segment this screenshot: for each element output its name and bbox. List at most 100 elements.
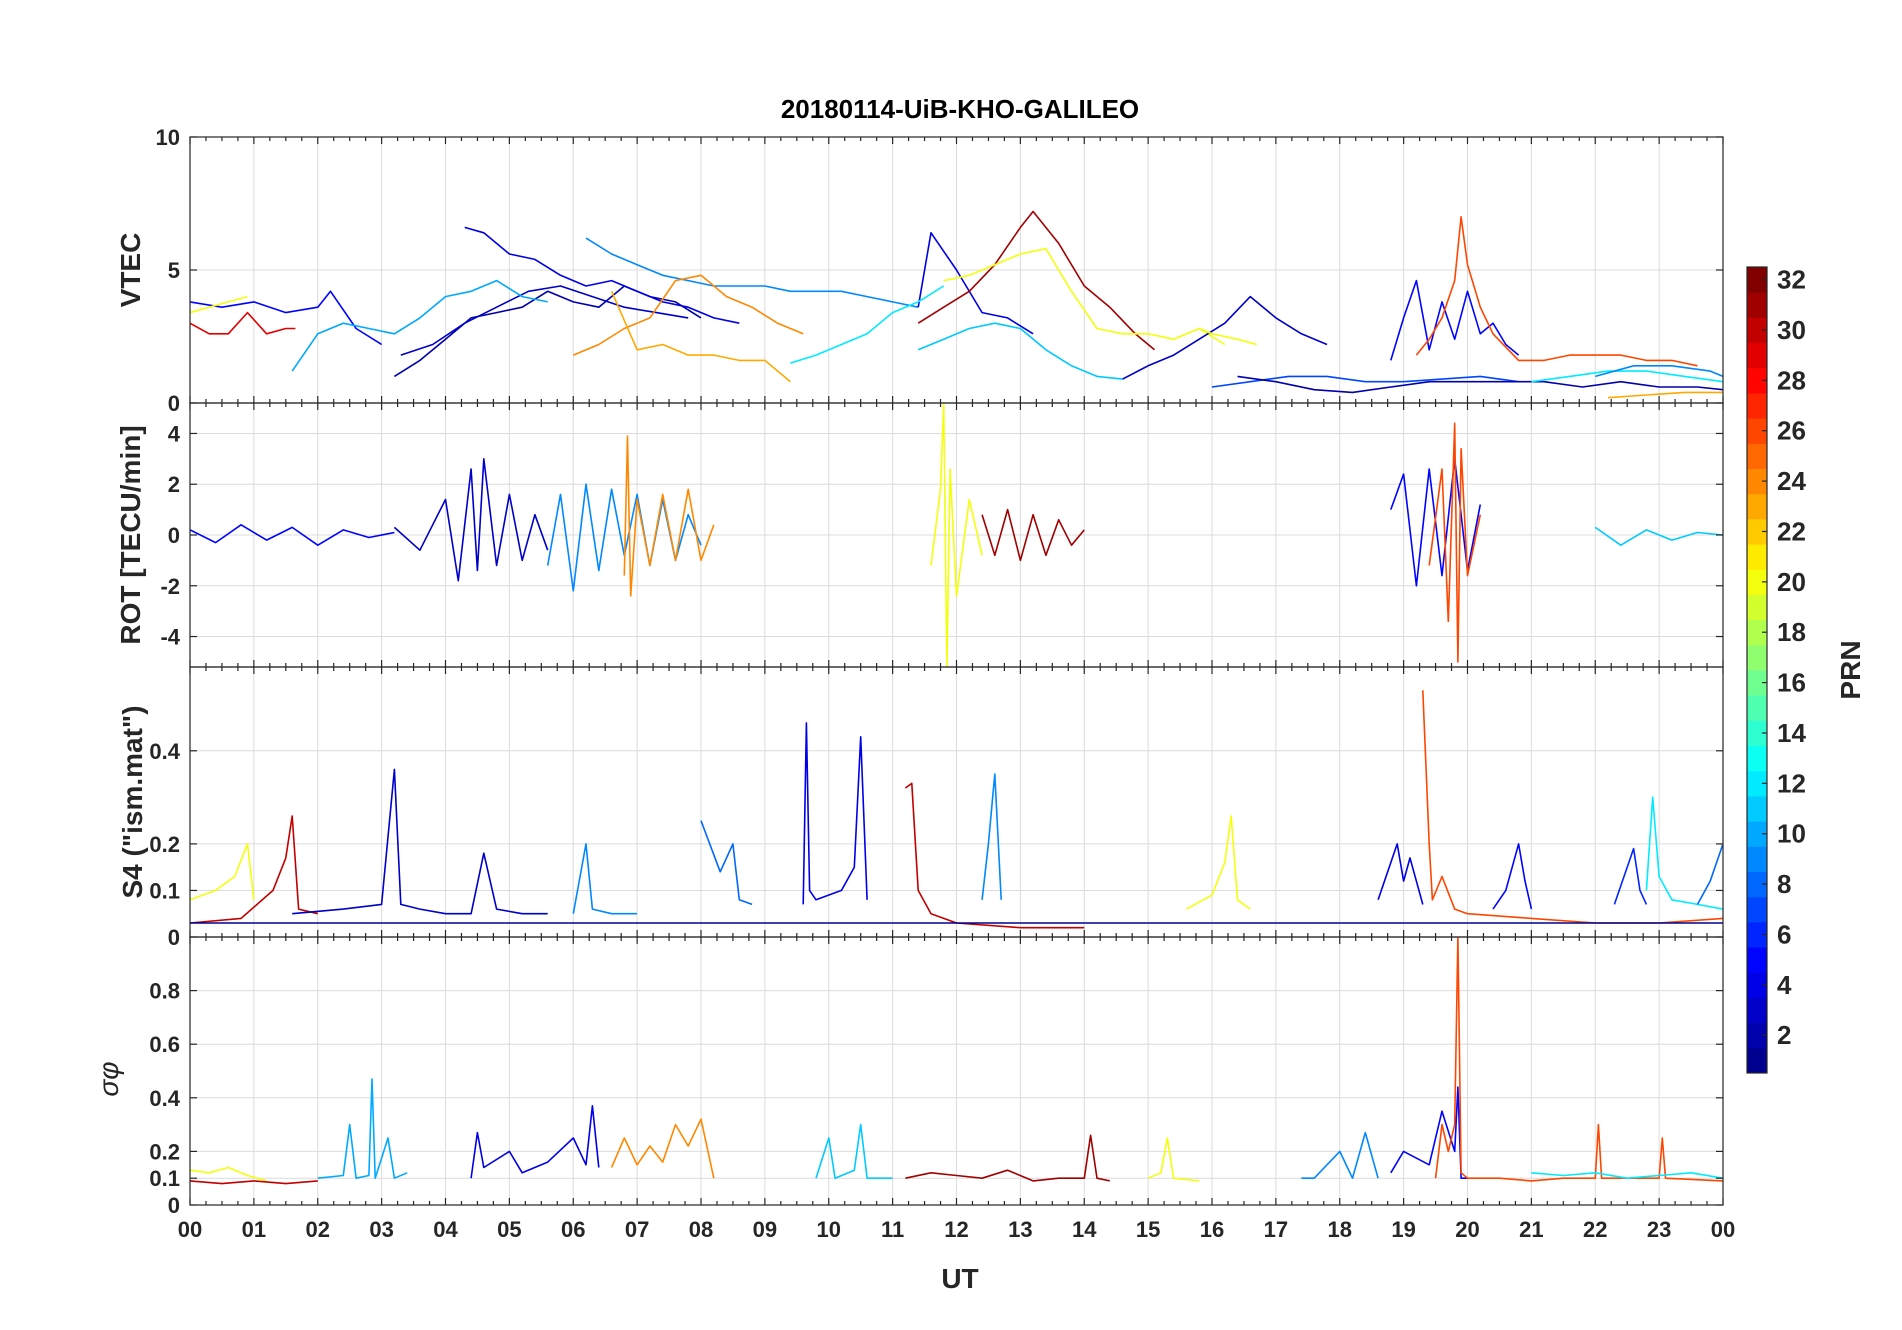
colorbar-band xyxy=(1747,594,1767,621)
series-line-prn-23 xyxy=(610,290,791,383)
x-tick-label: 18 xyxy=(1328,1217,1352,1242)
colorbar-tick-label: 12 xyxy=(1777,768,1806,798)
series-line-prn-29 xyxy=(190,311,296,335)
colorbar-band xyxy=(1747,846,1767,872)
x-tick-label: 07 xyxy=(625,1217,649,1242)
y-axis-title: σφ xyxy=(93,1061,124,1096)
series-line-prn-10 xyxy=(317,1078,408,1179)
y-axis-title: ROT [TECU/min] xyxy=(115,425,146,644)
y-tick-label: 0.1 xyxy=(149,1166,180,1191)
colorbar-band xyxy=(1747,821,1767,847)
series-line-prn-4 xyxy=(470,1105,600,1179)
x-tick-label: 20 xyxy=(1455,1217,1479,1242)
y-tick-label: 10 xyxy=(156,125,180,150)
series-line-prn-12 xyxy=(1645,796,1723,910)
x-tick-label: 11 xyxy=(881,1217,904,1242)
series-line-prn-31 xyxy=(917,210,1156,351)
y-axis-title: VTEC xyxy=(115,233,146,308)
series-line-prn-6 xyxy=(1613,847,1648,905)
colorbar-band xyxy=(1747,871,1767,898)
series-line-prn-12 xyxy=(1531,370,1723,383)
colorbar-band xyxy=(1747,770,1767,797)
colorbar-band xyxy=(1747,644,1767,671)
x-tick-label: 08 xyxy=(689,1217,713,1242)
series-line-prn-5 xyxy=(1390,279,1520,361)
y-tick-label: 0.2 xyxy=(149,832,180,857)
colorbar-band xyxy=(1747,670,1767,696)
colorbar-tick-label: 28 xyxy=(1777,365,1806,395)
series-line-prn-9 xyxy=(1595,365,1723,378)
colorbar-tick-label: 30 xyxy=(1777,315,1806,345)
x-tick-label: 22 xyxy=(1583,1217,1607,1242)
colorbar-band xyxy=(1747,619,1767,646)
colorbar-tick-label: 4 xyxy=(1777,970,1792,1000)
colorbar-band xyxy=(1747,997,1767,1024)
x-axis-title: UT xyxy=(941,1263,978,1294)
series-line-prn-3 xyxy=(1122,295,1328,380)
y-tick-label: 0.1 xyxy=(149,878,180,903)
series-line-prn-20 xyxy=(1147,1137,1200,1182)
x-tick-label: 16 xyxy=(1200,1217,1224,1242)
colorbar-tick-label: 8 xyxy=(1777,869,1791,899)
colorbar-band xyxy=(1747,292,1767,318)
colorbar-tick-label: 2 xyxy=(1777,1020,1791,1050)
y-tick-label: 0.8 xyxy=(149,979,180,1004)
colorbar-band xyxy=(1747,544,1767,570)
series-line-prn-11 xyxy=(1594,526,1723,546)
colorbar-band xyxy=(1747,720,1767,747)
panel-s4: 0 0.1 0.2 0.4S4 ("ism.mat") xyxy=(117,666,1724,950)
x-tick-label: 04 xyxy=(433,1217,458,1242)
series-line-prn-5 xyxy=(190,524,395,546)
series-line-prn-20 xyxy=(190,295,248,314)
x-tick-label: 17 xyxy=(1264,1217,1288,1242)
series-group xyxy=(190,210,1723,399)
series-line-prn-12 xyxy=(790,285,945,364)
y-tick-label: 5 xyxy=(168,258,180,283)
series-line-prn-10 xyxy=(291,279,548,372)
x-tick-label: 06 xyxy=(561,1217,585,1242)
series-line-prn-8 xyxy=(1696,843,1723,905)
series-line-prn-4 xyxy=(464,226,740,324)
x-tick-label: 03 xyxy=(369,1217,393,1242)
colorbar-band xyxy=(1747,392,1767,419)
y-axis-title: S4 ("ism.mat") xyxy=(117,705,148,898)
colorbar-band xyxy=(1747,745,1767,772)
series-line-prn-20 xyxy=(190,1166,267,1182)
panel-vtec: 0 5 10 VTEC xyxy=(115,125,1724,416)
x-tick-label: 14 xyxy=(1072,1217,1097,1242)
colorbar-band xyxy=(1747,367,1767,394)
colorbar-band xyxy=(1747,972,1767,998)
y-tick-label: 0.4 xyxy=(149,1086,180,1111)
x-tick-label: 01 xyxy=(242,1217,266,1242)
colorbar-band xyxy=(1747,947,1767,973)
colorbar-label: PRN xyxy=(1835,640,1866,699)
series-line-prn-5 xyxy=(190,290,383,346)
y-tick-label: 0 xyxy=(168,925,180,950)
x-tick-label: 05 xyxy=(497,1217,521,1242)
series-line-prn-4 xyxy=(917,232,1034,335)
colorbar-band xyxy=(1747,267,1767,293)
colorbar-band xyxy=(1747,317,1767,344)
series-line-prn-11 xyxy=(917,322,1123,380)
colorbar-band xyxy=(1747,518,1767,545)
colorbar-tick-label: 24 xyxy=(1777,466,1806,496)
series-line-prn-5 xyxy=(1390,1086,1468,1179)
series-line-prn-9 xyxy=(981,773,1002,900)
colorbar-tick-label: 6 xyxy=(1777,919,1791,949)
y-tick-label: 0.6 xyxy=(149,1032,180,1057)
x-tick-label: 12 xyxy=(944,1217,968,1242)
series-line-prn-9 xyxy=(572,843,638,915)
series-line-prn-24 xyxy=(572,274,804,356)
series-line-prn-23 xyxy=(1607,391,1723,399)
x-tick-label: 23 xyxy=(1647,1217,1671,1242)
x-tick-label: 09 xyxy=(753,1217,777,1242)
y-tick-label: 0.4 xyxy=(149,739,180,764)
series-line-prn-30 xyxy=(190,1180,318,1185)
series-line-prn-26 xyxy=(1428,422,1482,663)
x-tick-label: 02 xyxy=(306,1217,330,1242)
series-line-prn-9 xyxy=(585,237,919,308)
x-tick-label: 00 xyxy=(1711,1217,1735,1242)
colorbar-tick-label: 22 xyxy=(1777,516,1806,546)
